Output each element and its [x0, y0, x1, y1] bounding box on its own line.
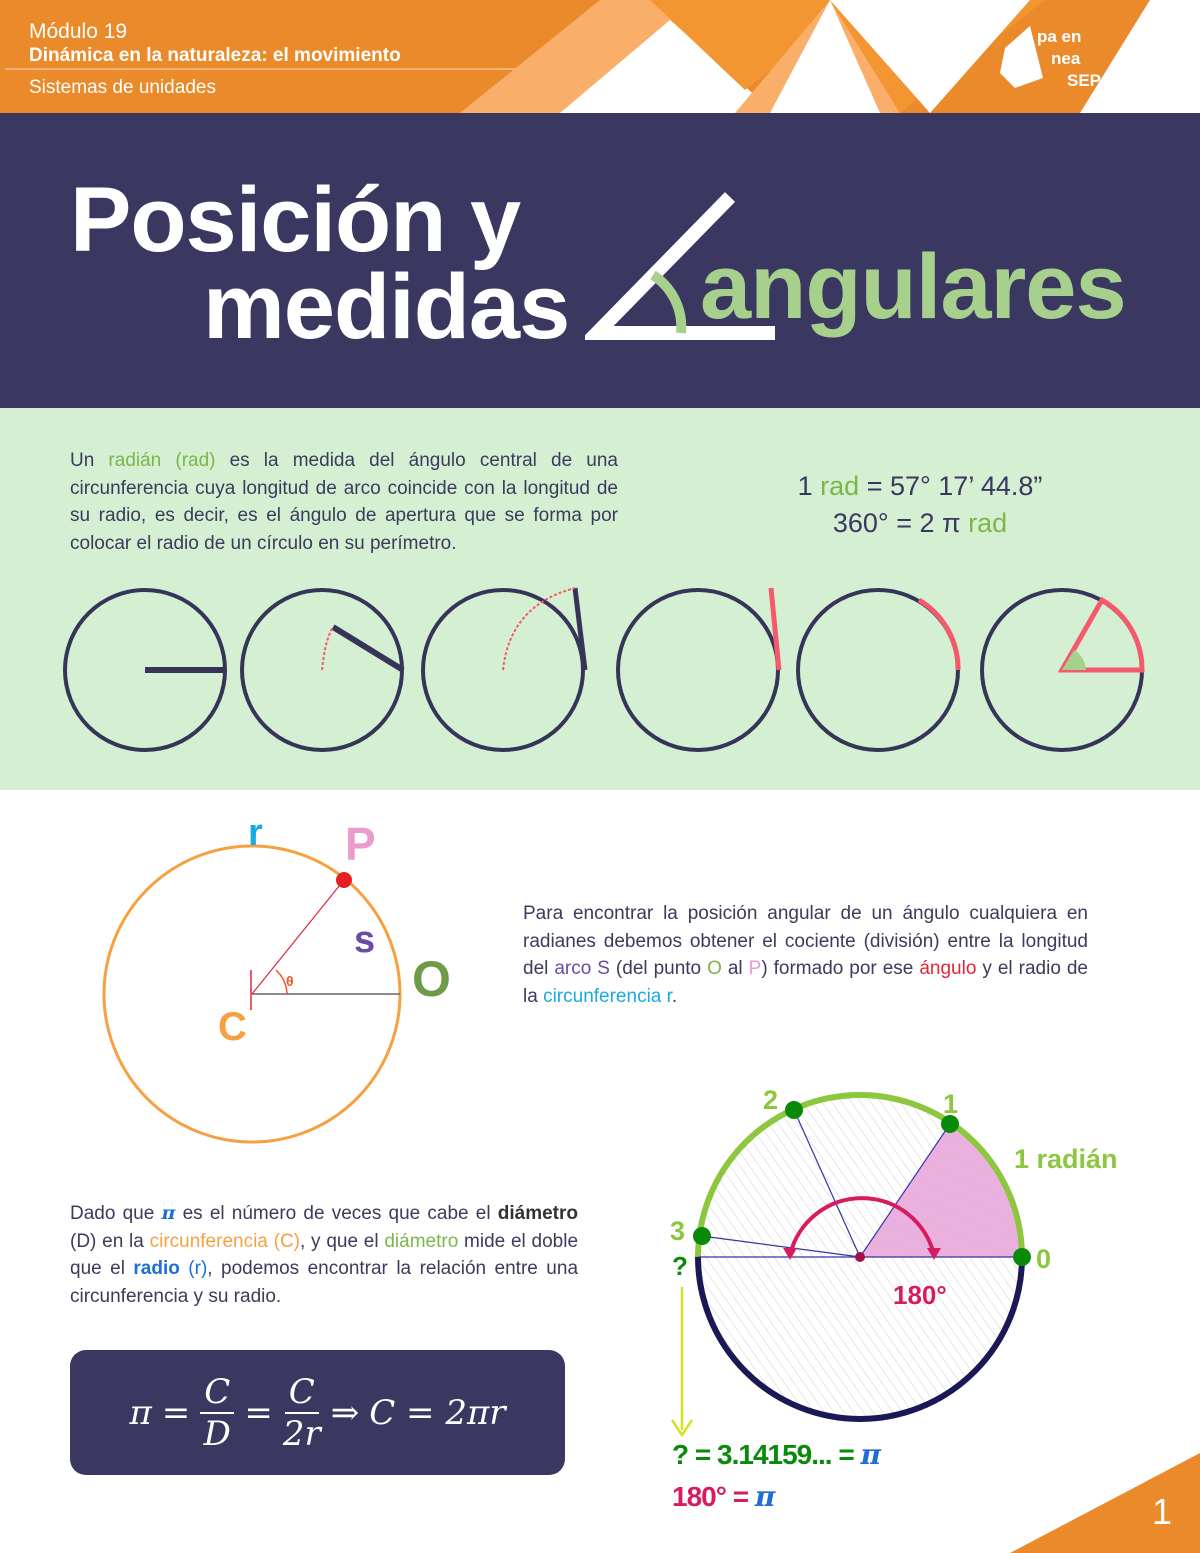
angle-180-label: 180°: [893, 1280, 947, 1310]
angular-position-text: Para encontrar la posición angular de un…: [523, 900, 1088, 1010]
header-divider: [5, 68, 517, 70]
diameter-term-green: diámetro: [384, 1230, 459, 1252]
point-0: [1013, 1248, 1031, 1266]
text: es el número de veces que cabe el: [175, 1203, 498, 1224]
svg-text:180° = π: 180° = π: [672, 1480, 776, 1513]
label-3: 3: [670, 1216, 685, 1246]
radius-step-3: [572, 587, 588, 671]
title-line-1: Posición y: [70, 169, 521, 271]
degrees-equal-text: 180° =: [672, 1481, 755, 1512]
rad-unit: rad: [820, 471, 860, 501]
point-p: [336, 872, 352, 888]
fraction-c-over-2r: C 2r: [283, 1372, 321, 1454]
label-s: s: [354, 919, 375, 961]
label-1: 1: [943, 1089, 958, 1119]
pi-value-text: ? = 3.14159... =: [672, 1439, 860, 1470]
svg-text:SEP: SEP: [1067, 71, 1101, 90]
point-2: [785, 1101, 803, 1119]
rad-unit: rad: [968, 508, 1008, 538]
pi-term: π: [161, 1202, 176, 1224]
svg-text:nea: nea: [1051, 49, 1081, 68]
label-p: P: [345, 818, 376, 870]
equivalence-1: 1 rad = 57° 17’ 44.8”: [770, 471, 1070, 502]
title-band: [0, 113, 1200, 408]
pi-symbol: π: [754, 1480, 776, 1513]
text: (del punto: [609, 958, 708, 979]
equivalence-2: 360° = 2 π rad: [770, 508, 1070, 539]
module-label: Módulo 19: [29, 20, 128, 43]
angle-term: ángulo: [919, 958, 977, 979]
formula-pi: π: [129, 1392, 152, 1433]
text: = 57° 17’ 44.8”: [859, 471, 1043, 501]
point-1: [941, 1115, 959, 1133]
text: 360° = 2 π: [832, 508, 969, 538]
radius-term: circunferencia r: [543, 985, 672, 1007]
text: .: [671, 985, 678, 1007]
text: , podemos encontrar la relación entre un…: [70, 1258, 579, 1307]
circle-step-4: [616, 588, 780, 752]
text: , y que el: [300, 1230, 385, 1252]
denominator: 2r: [282, 1413, 321, 1454]
numerator: C: [284, 1372, 319, 1414]
point-p-term: P: [748, 958, 762, 979]
point-o-term: O: [707, 958, 722, 979]
radius-symbol: (r): [179, 1258, 208, 1279]
formula-result: C = 2πr: [369, 1392, 506, 1433]
title-line-3: angulares: [700, 236, 1127, 338]
point-3: [693, 1227, 711, 1245]
text: Dado que: [70, 1203, 162, 1224]
label-c: C: [218, 1005, 247, 1049]
label-2: 2: [763, 1085, 778, 1115]
header-triangles: [460, 0, 1200, 113]
radian-construction-sequence: [63, 587, 1145, 752]
text: mide el doble que el: [70, 1230, 579, 1280]
header-banner: pa en nea SEP Módulo 19 Dinámica en la n…: [0, 0, 1200, 113]
arc-step-5: [917, 597, 961, 671]
denominator: D: [203, 1413, 231, 1454]
course-title: Dinámica en la naturaleza: el movimiento: [29, 45, 401, 66]
formula-implies: ⇒: [330, 1392, 360, 1433]
one-radian-label: 1 radián: [1014, 1144, 1118, 1174]
svg-text:? = 3.14159... = π: ? = 3.14159... = π: [672, 1438, 881, 1471]
label-theta: θ: [286, 973, 294, 989]
radian-sector-step-6: [1057, 596, 1145, 673]
prepa-en-linea-logo: pa en nea SEP: [1000, 26, 1101, 90]
label-0: 0: [1036, 1244, 1051, 1274]
text: (D) en la: [70, 1230, 150, 1252]
text: es la medida del ángulo central de una c…: [70, 450, 618, 554]
radius-step-4: [768, 587, 782, 671]
svg-text:pa en: pa en: [1037, 27, 1081, 46]
question-label: ?: [672, 1251, 688, 1281]
radian-definition-text: Un radián (rad) es la medida del ángulo …: [70, 447, 618, 557]
diameter-term: diámetro: [497, 1203, 578, 1224]
page-corner-triangle: [1010, 1453, 1200, 1553]
radius-term: radio: [133, 1258, 180, 1279]
page-number: 1: [1151, 1491, 1172, 1532]
arc-term: arco S: [554, 958, 610, 979]
radian-semicircle-diagram: 0 1 2 3 1 radián ? 180° ? = 3.14159... =…: [670, 1085, 1118, 1513]
label-r: r: [248, 812, 263, 854]
circumference-term: circunferencia (C): [149, 1230, 301, 1252]
text: ) formado por ese: [761, 958, 920, 979]
radius-step-2: [331, 624, 405, 673]
text: Para encontrar la posición angular de un…: [523, 903, 1088, 979]
radian-term: radián (rad): [108, 450, 216, 471]
formula-equals: =: [161, 1392, 191, 1433]
text: 1: [797, 471, 821, 501]
title-line-2: medidas: [203, 256, 570, 358]
angle-icon: [585, 192, 775, 340]
numerator: C: [200, 1372, 235, 1414]
text: al: [721, 958, 749, 979]
label-o: O: [412, 951, 451, 1007]
text: Un: [70, 450, 109, 471]
section-title: Sistemas de unidades: [29, 77, 216, 98]
pi-explanation-text: Dado que π es el número de veces que cab…: [70, 1200, 578, 1310]
pi-symbol: π: [859, 1438, 881, 1471]
text: y el radio de la: [523, 958, 1088, 1007]
angular-position-diagram: P r s O C θ: [102, 812, 451, 1144]
formula-equals: =: [244, 1392, 273, 1433]
